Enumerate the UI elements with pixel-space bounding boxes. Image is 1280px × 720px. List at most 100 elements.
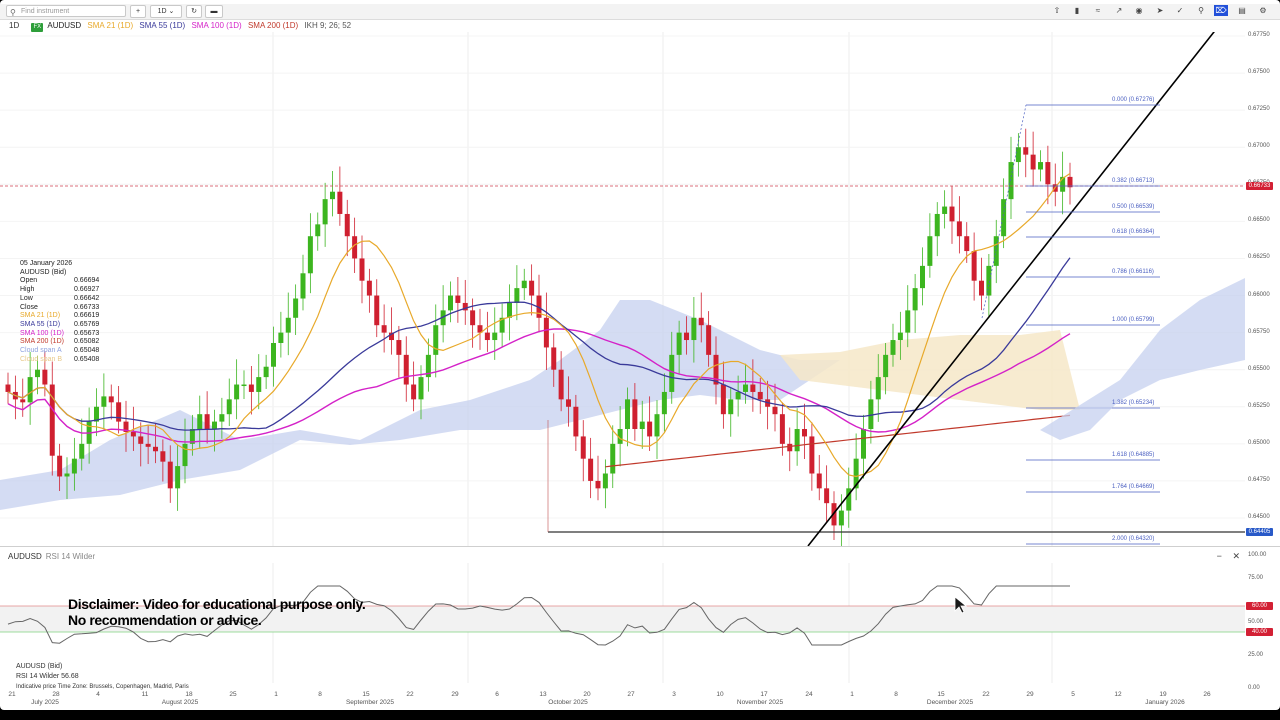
candle-body bbox=[226, 399, 232, 415]
bull-candle bbox=[507, 284, 512, 341]
price-chart[interactable] bbox=[0, 32, 1245, 546]
candle-body bbox=[499, 317, 505, 333]
candle-body bbox=[986, 265, 992, 296]
date-tick: 1 bbox=[274, 691, 278, 698]
candle-body bbox=[285, 317, 291, 333]
bull-candle bbox=[942, 190, 948, 229]
bull-candle bbox=[794, 408, 800, 466]
bull-candle bbox=[610, 425, 616, 489]
ohlc-info-box: 05 January 2026 AUDUSD (Bid) Open 0.66694… bbox=[20, 260, 99, 364]
refresh-icon[interactable]: ↻ bbox=[186, 5, 202, 18]
interval-select[interactable]: 1D ⌄ bbox=[150, 5, 182, 18]
bear-candle bbox=[5, 372, 11, 404]
pane-separator[interactable] bbox=[0, 546, 1280, 547]
share-icon[interactable]: ⇧ bbox=[1053, 6, 1061, 15]
bull-candle bbox=[669, 331, 675, 404]
timeframe-label[interactable]: 1D bbox=[9, 21, 20, 30]
close-icon[interactable]: ✕ bbox=[1232, 551, 1240, 561]
gear-icon[interactable]: ⚙ bbox=[1259, 6, 1267, 15]
candle-body bbox=[684, 332, 689, 341]
date-tick: 3 bbox=[672, 691, 676, 698]
candle-body bbox=[418, 377, 424, 400]
eye-icon[interactable]: ◉ bbox=[1135, 6, 1143, 15]
bear-candle bbox=[403, 336, 409, 402]
price-tick: 0.65250 bbox=[1248, 402, 1270, 409]
bull-candle bbox=[175, 445, 181, 511]
candle-body bbox=[949, 206, 955, 222]
date-tick: 8 bbox=[894, 691, 898, 698]
zoom-icon[interactable]: ⚲ bbox=[1198, 6, 1204, 15]
sma100-line bbox=[7, 328, 1071, 443]
candle-body bbox=[182, 443, 188, 467]
candle-body bbox=[890, 340, 896, 355]
candle-body bbox=[617, 429, 623, 444]
rsi-chart[interactable] bbox=[0, 563, 1245, 683]
chevron-down-icon: ⌄ bbox=[168, 8, 175, 15]
bull-candle bbox=[293, 284, 299, 335]
bull-candle bbox=[853, 433, 859, 501]
symbol-label[interactable]: AUDUSD bbox=[47, 21, 82, 30]
candle-body bbox=[639, 421, 645, 430]
candle-body bbox=[315, 224, 321, 237]
indicators-icon[interactable]: ≈ bbox=[1095, 6, 1101, 15]
camera-icon[interactable]: ▤ bbox=[1238, 6, 1246, 15]
candle-body bbox=[433, 325, 439, 355]
legend-sma100[interactable]: SMA 100 (1D) bbox=[191, 21, 242, 30]
legend-sma55[interactable]: SMA 55 (1D) bbox=[139, 21, 186, 30]
draw-icon[interactable]: ✓ bbox=[1176, 6, 1184, 15]
layout-icon[interactable]: ▬ bbox=[205, 5, 223, 18]
rsi-axis-tick: 50.00 bbox=[1248, 619, 1264, 625]
legend-sma21[interactable]: SMA 21 (1D) bbox=[87, 21, 134, 30]
rsi-title[interactable]: RSI 14 Wilder bbox=[45, 552, 96, 561]
month-label: September 2025 bbox=[345, 699, 395, 706]
candle-body bbox=[824, 488, 830, 504]
candles-icon[interactable]: ▮ bbox=[1074, 6, 1080, 15]
bear-candle bbox=[684, 316, 689, 355]
search-input[interactable]: ⚲ Find instrument bbox=[6, 5, 126, 17]
add-button[interactable]: + bbox=[130, 5, 146, 18]
bull-candle bbox=[602, 459, 608, 509]
bull-candle bbox=[875, 354, 881, 422]
candle-body bbox=[352, 236, 358, 259]
bull-candle bbox=[285, 292, 291, 356]
price-tick: 0.67250 bbox=[1248, 106, 1270, 113]
candle-body bbox=[735, 391, 741, 400]
rsi-footer: AUDUSD (Bid) RSI 14 Wilder 56.68 Indicat… bbox=[16, 662, 189, 692]
bull-candle bbox=[861, 414, 866, 479]
candle-body bbox=[20, 399, 26, 403]
candle-body bbox=[698, 317, 704, 326]
candle-body bbox=[846, 488, 852, 511]
candle-body bbox=[234, 384, 240, 400]
bear-candle bbox=[536, 274, 542, 333]
info-row: SMA 200 (1D) 0.65082 bbox=[20, 338, 99, 347]
bear-candle bbox=[462, 279, 468, 325]
candle-body bbox=[241, 384, 247, 387]
bear-candle bbox=[57, 443, 63, 492]
fib-label: 1.382 (0.65234) bbox=[1112, 400, 1155, 406]
price-tick: 0.67000 bbox=[1248, 143, 1270, 150]
candle-body bbox=[602, 473, 608, 489]
candle-body bbox=[956, 221, 962, 237]
minimize-icon[interactable]: − bbox=[1216, 551, 1222, 561]
info-value: 0.65673 bbox=[73, 329, 100, 337]
bear-candle bbox=[344, 199, 350, 257]
price-tick: 0.64500 bbox=[1248, 514, 1270, 520]
bear-candle bbox=[381, 304, 387, 353]
date-tick: 22 bbox=[406, 691, 414, 698]
info-row: Open 0.66694 bbox=[20, 277, 99, 286]
legend-ikh[interactable]: IKH 9; 26; 52 bbox=[304, 21, 352, 30]
candlesticks bbox=[5, 128, 1073, 546]
candle-body bbox=[971, 251, 977, 281]
date-tick: 29 bbox=[451, 691, 459, 698]
candle-body bbox=[897, 332, 903, 341]
trendline-tool-icon[interactable]: ↗ bbox=[1115, 6, 1123, 15]
candle-body bbox=[307, 236, 313, 274]
info-value: 0.65048 bbox=[73, 347, 100, 355]
fullscreen-icon[interactable]: ⌦ bbox=[1214, 5, 1228, 16]
candle-body bbox=[647, 421, 653, 437]
candle-body bbox=[403, 354, 409, 385]
candle-body bbox=[942, 206, 948, 214]
pointer-icon[interactable]: ➤ bbox=[1156, 6, 1164, 15]
legend-sma200[interactable]: SMA 200 (1D) bbox=[247, 21, 299, 30]
bear-candle bbox=[573, 394, 579, 451]
